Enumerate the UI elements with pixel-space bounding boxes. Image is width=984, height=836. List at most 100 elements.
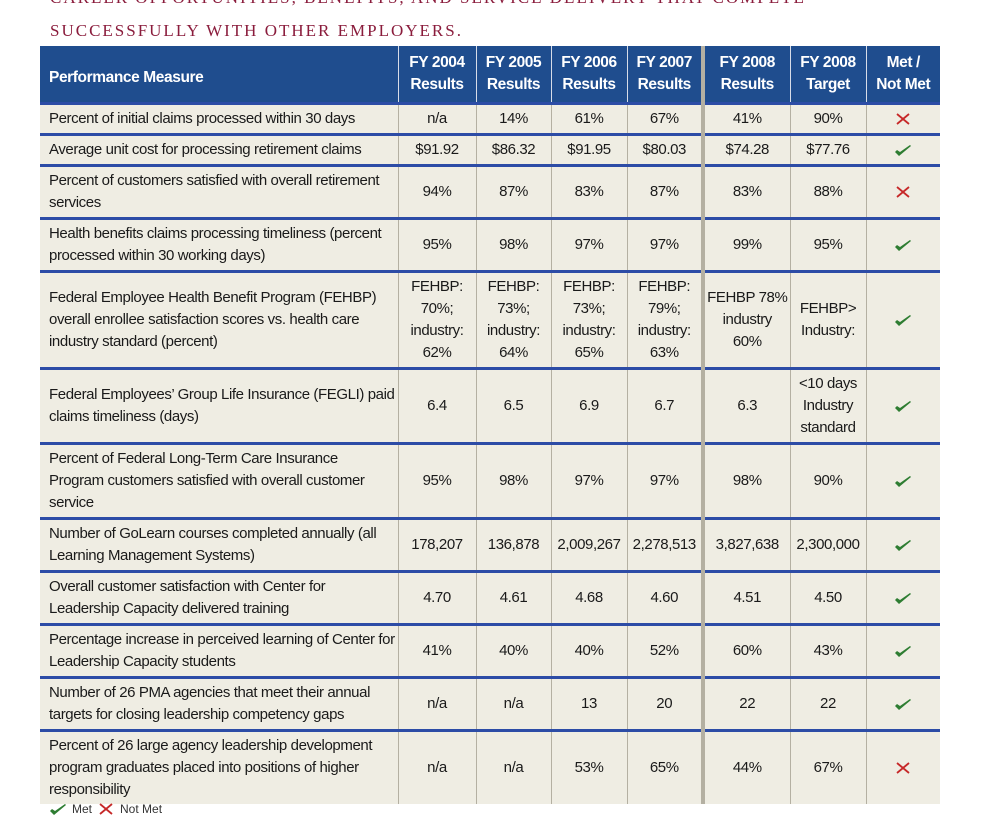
measure-cell: Average unit cost for processing retirem…: [40, 133, 398, 166]
met-icon: [895, 593, 912, 605]
not-met-icon: [896, 186, 910, 198]
value-cell: 97%: [550, 217, 627, 272]
value-cell: 4.70: [397, 570, 476, 625]
value-cell: 83%: [701, 164, 790, 219]
value-cell: 90%: [789, 442, 866, 519]
value-cell: 87%: [626, 164, 703, 219]
table-row: Percent of Federal Long-Term Care Insura…: [40, 442, 940, 519]
value-cell: <10 days Industry standard: [789, 367, 866, 444]
measure-cell: Percent of customers satisfied with over…: [40, 164, 398, 219]
status-cell: [865, 729, 940, 804]
header-text: Results: [637, 76, 692, 93]
value-cell: 6.9: [550, 367, 627, 444]
column-header: FY 2008 Results: [701, 46, 790, 104]
value-cell: 40%: [475, 623, 551, 678]
met-icon: [895, 240, 912, 252]
header-text: FY 2005: [485, 54, 542, 71]
value-cell: 4.61: [475, 570, 551, 625]
table-row: Overall customer satisfaction with Cente…: [40, 570, 940, 625]
measure-cell: Percent of Federal Long-Term Care Insura…: [40, 442, 398, 519]
value-cell: 22: [789, 676, 866, 731]
performance-table: Performance Measure FY 2004 Results FY 2005…: [40, 46, 940, 804]
value-cell: FEHBP 78% industry 60%: [701, 270, 790, 369]
value-cell: 6.7: [626, 367, 703, 444]
value-cell: 52%: [626, 623, 703, 678]
table-row: Federal Employees’ Group Life Insurance …: [40, 367, 940, 444]
value-cell: $91.95: [550, 133, 627, 166]
value-cell: n/a: [475, 729, 551, 804]
column-header: Met / Not Met: [865, 46, 940, 104]
value-cell: 178,207: [397, 517, 476, 572]
value-cell: $77.76: [789, 133, 866, 166]
legend: Met Not Met: [48, 801, 162, 817]
value-cell: 6.3: [701, 367, 790, 444]
value-cell: FEHBP: 73%; industry: 64%: [475, 270, 551, 369]
table-row: Health benefits claims processing timeli…: [40, 217, 940, 272]
value-cell: 95%: [397, 217, 476, 272]
status-cell: [865, 102, 940, 135]
header-text: Results: [410, 76, 464, 93]
value-cell: FEHBP: 79%; industry: 63%: [626, 270, 703, 369]
value-cell: 98%: [701, 442, 790, 519]
status-cell: [865, 164, 940, 219]
table-row: Percentage increase in perceived learnin…: [40, 623, 940, 678]
measure-cell: Overall customer satisfaction with Cente…: [40, 570, 398, 625]
status-cell: [865, 367, 940, 444]
not-met-icon: [896, 113, 910, 125]
table-row: Federal Employee Health Benefit Program …: [40, 270, 940, 369]
header-text: Not Met: [876, 76, 931, 93]
table-row: Percent of initial claims processed with…: [40, 102, 940, 135]
met-icon: [895, 315, 912, 327]
value-cell: 41%: [397, 623, 476, 678]
header-text: Target: [806, 76, 850, 93]
value-cell: 97%: [626, 442, 703, 519]
measure-cell: Number of GoLearn courses completed annu…: [40, 517, 398, 572]
value-cell: 83%: [550, 164, 627, 219]
value-cell: 20: [626, 676, 703, 731]
header-text: Results: [562, 76, 616, 93]
value-cell: 53%: [550, 729, 627, 804]
legend-label: Met: [72, 802, 93, 816]
value-cell: 40%: [550, 623, 627, 678]
value-cell: 6.5: [475, 367, 551, 444]
value-cell: n/a: [397, 676, 476, 731]
header-text: Met /: [886, 54, 921, 71]
value-cell: 44%: [701, 729, 790, 804]
value-cell: 98%: [475, 442, 551, 519]
value-cell: 88%: [789, 164, 866, 219]
value-cell: $91.92: [397, 133, 476, 166]
header-text: FY 2004: [409, 54, 465, 71]
value-cell: $80.03: [626, 133, 703, 166]
value-cell: 4.50: [789, 570, 866, 625]
header-text: FY 2007: [636, 54, 692, 71]
value-cell: $74.28: [701, 133, 790, 166]
met-icon: [895, 145, 912, 157]
value-cell: 2,278,513: [626, 517, 703, 572]
value-cell: 136,878: [475, 517, 551, 572]
value-cell: n/a: [397, 102, 476, 135]
table-row: Average unit cost for processing retirem…: [40, 133, 940, 166]
met-icon: [895, 476, 912, 488]
legend-label: Not Met: [120, 802, 163, 816]
value-cell: 6.4: [397, 367, 476, 444]
header-row: Performance Measure FY 2004 Results FY 2005…: [40, 46, 940, 104]
met-icon: [895, 540, 912, 552]
value-cell: n/a: [397, 729, 476, 804]
table-row: Percent of 26 large agency leadership de…: [40, 729, 940, 804]
value-cell: 4.51: [701, 570, 790, 625]
measure-cell: Percentage increase in perceived learnin…: [40, 623, 398, 678]
value-cell: 4.60: [626, 570, 703, 625]
value-cell: 4.68: [550, 570, 627, 625]
value-cell: 67%: [626, 102, 703, 135]
status-cell: [865, 217, 940, 272]
heading-line: SUCCESSFULLY WITH OTHER EMPLOYERS.: [50, 21, 463, 40]
value-cell: 61%: [550, 102, 627, 135]
value-cell: 95%: [397, 442, 476, 519]
header-text: Results: [486, 76, 541, 93]
value-cell: 99%: [701, 217, 790, 272]
status-cell: [865, 676, 940, 731]
header-text: FY 2006: [561, 54, 617, 71]
value-cell: n/a: [475, 676, 551, 731]
value-cell: FEHBP> Industry:: [789, 270, 866, 369]
